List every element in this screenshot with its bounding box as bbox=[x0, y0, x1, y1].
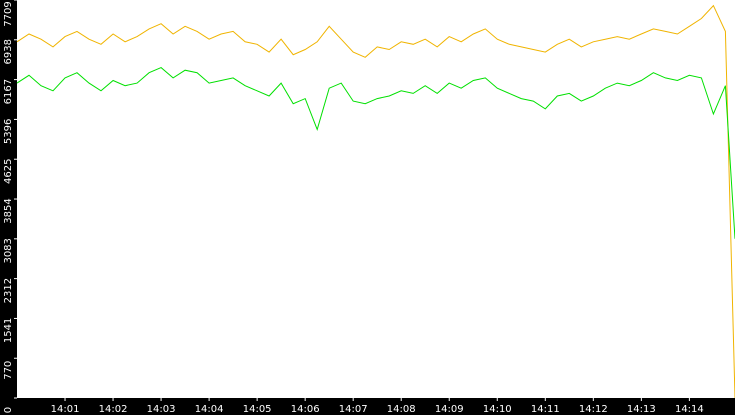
plot-area bbox=[17, 0, 735, 398]
x-tick-label: 14:07 bbox=[339, 404, 368, 415]
x-tick-label: 14:03 bbox=[147, 404, 176, 415]
y-tick-label: 4625 bbox=[3, 158, 14, 183]
x-tick-label: 14:05 bbox=[243, 404, 272, 415]
x-tick-label: 14:04 bbox=[195, 404, 224, 415]
x-tick-label: 14:14 bbox=[675, 404, 704, 415]
y-tick-label: 0 bbox=[3, 407, 14, 413]
y-tick-label: 2312 bbox=[3, 278, 14, 303]
y-tick-label: 6938 bbox=[3, 39, 14, 64]
y-tick-label: 7709 bbox=[3, 1, 14, 26]
x-tick-label: 14:01 bbox=[51, 404, 80, 415]
y-tick-label: 3854 bbox=[3, 198, 14, 223]
x-tick-label: 14:09 bbox=[435, 404, 464, 415]
y-tick-label: 6167 bbox=[3, 79, 14, 104]
series-line bbox=[16, 67, 735, 239]
x-tick-label: 14:11 bbox=[531, 404, 560, 415]
x-tick-label: 14:13 bbox=[627, 404, 656, 415]
x-tick-label: 14:06 bbox=[291, 404, 320, 415]
y-tick-label: 5396 bbox=[3, 119, 14, 144]
series-line bbox=[16, 4, 735, 399]
y-tick-label: 1541 bbox=[3, 318, 14, 343]
x-tick-label: 14:12 bbox=[579, 404, 608, 415]
x-tick-label: 14:10 bbox=[483, 404, 512, 415]
x-tick-label: 14:08 bbox=[387, 404, 416, 415]
y-tick-label: 770 bbox=[3, 361, 14, 380]
x-tick-label: 14:02 bbox=[99, 404, 128, 415]
y-tick-label: 3083 bbox=[3, 238, 14, 263]
